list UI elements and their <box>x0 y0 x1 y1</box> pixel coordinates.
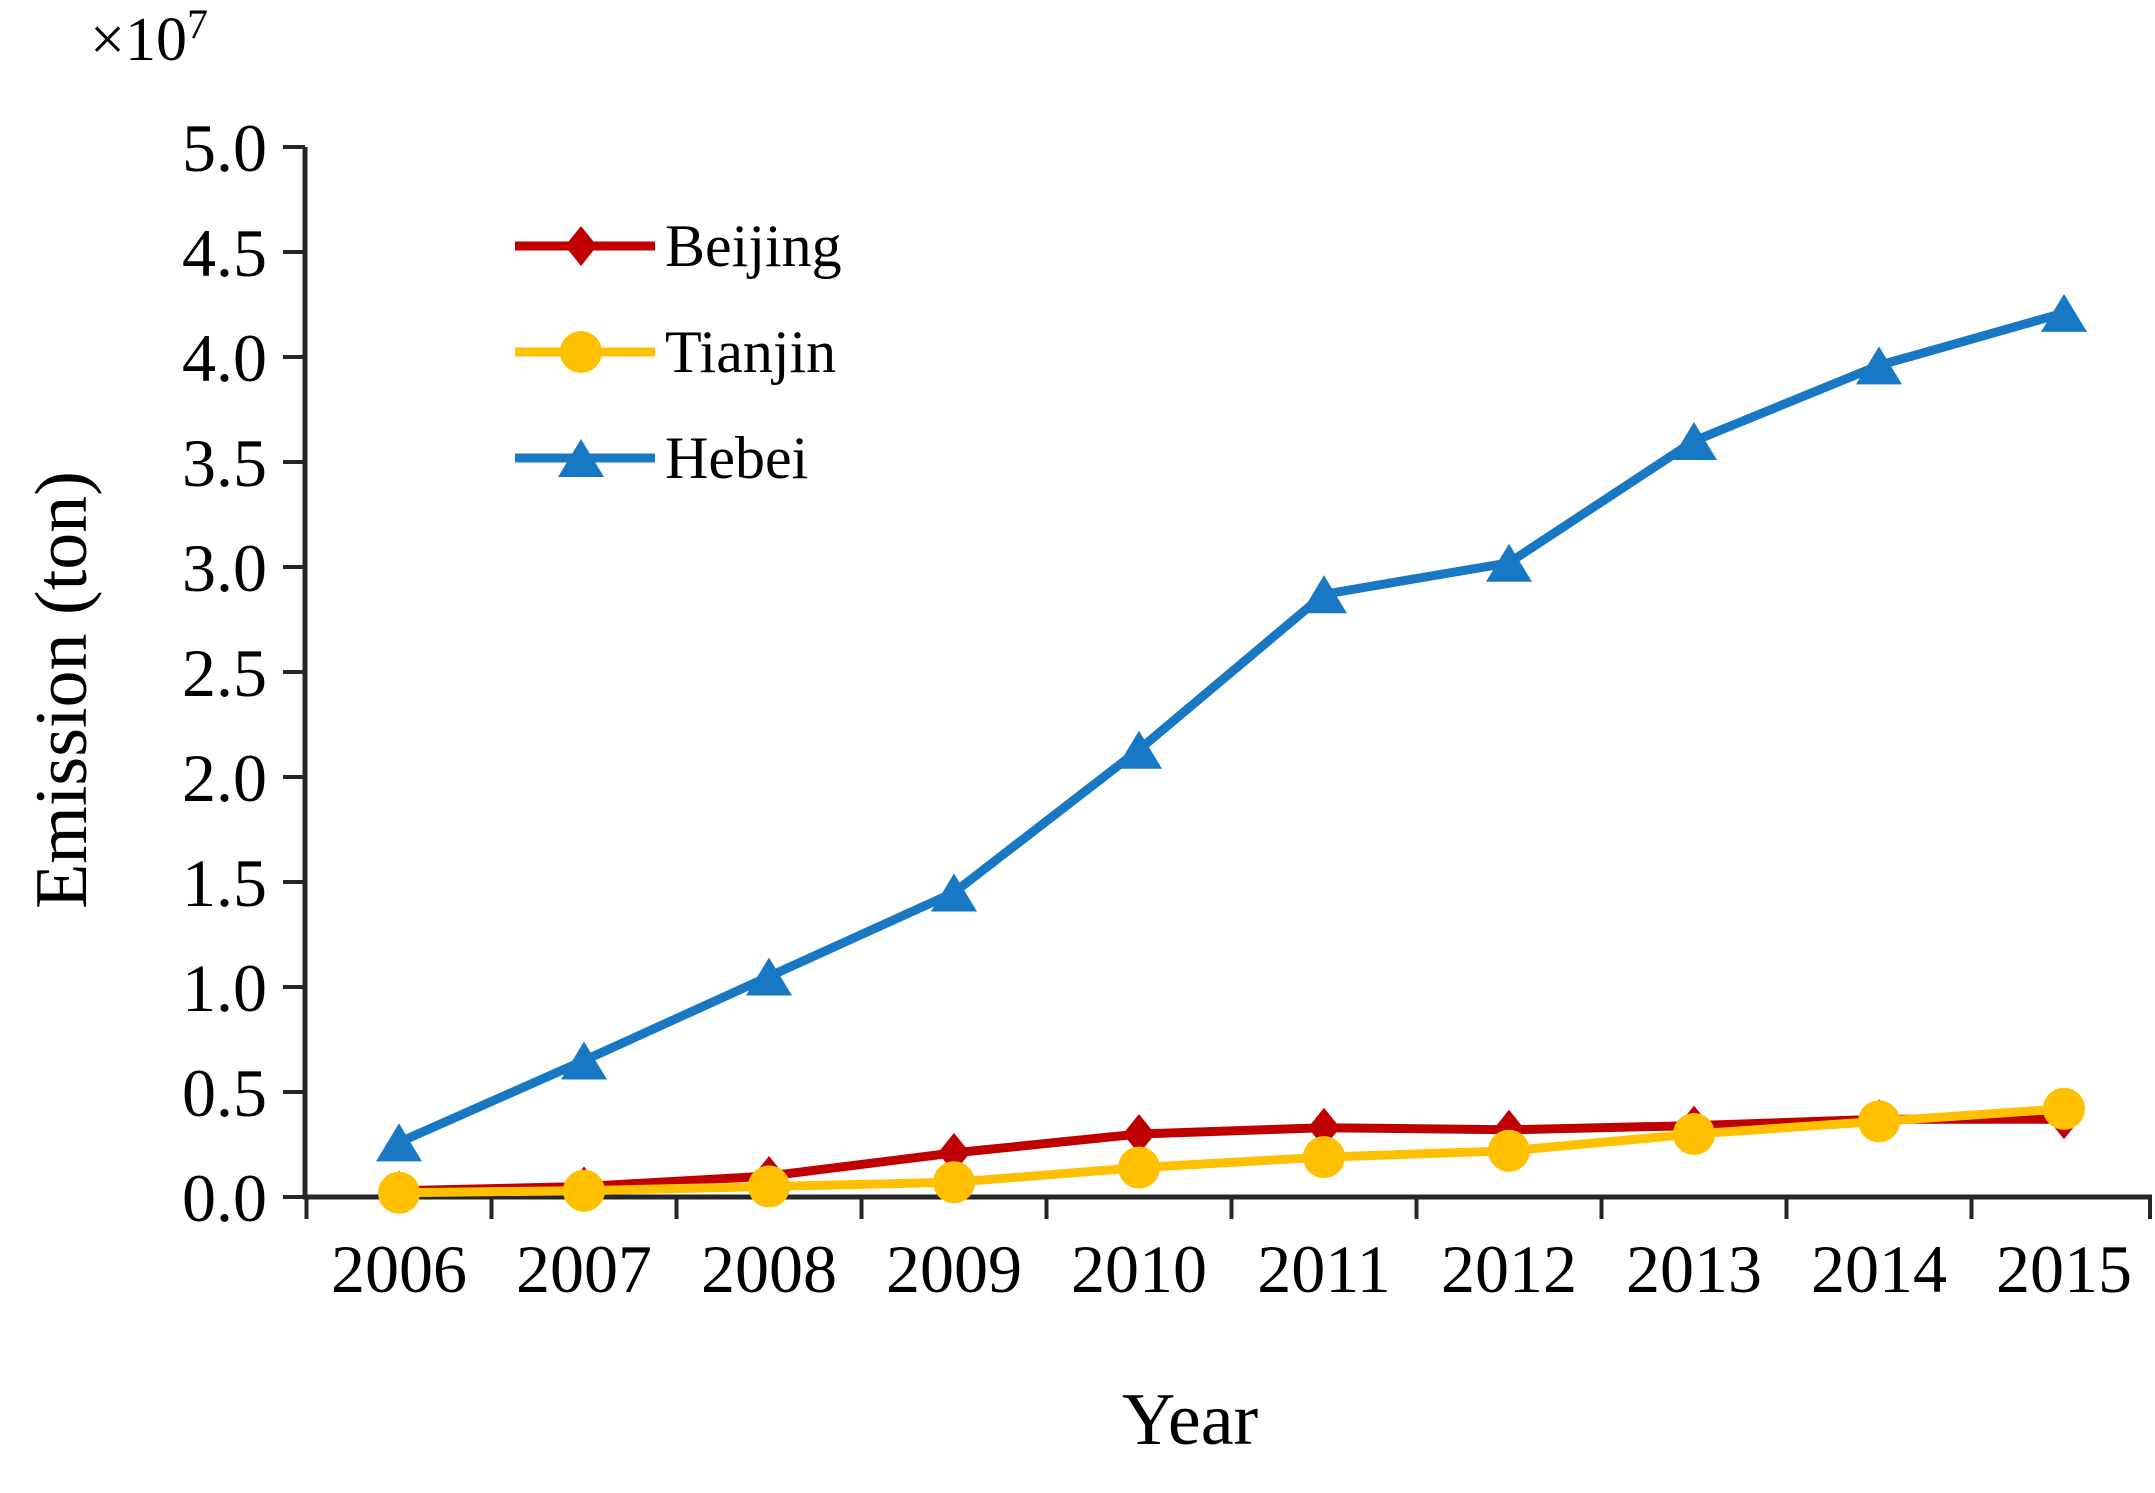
x-tick-label: 2010 <box>1071 1231 1207 1307</box>
data-point-beijing-2010 <box>1123 1114 1155 1154</box>
series-tianjin <box>378 1087 2085 1214</box>
data-point-tianjin-2014 <box>1858 1100 1900 1143</box>
data-point-hebei-2007 <box>561 1041 607 1080</box>
legend-item-hebei: Hebei <box>515 422 842 494</box>
legend-label-hebei: Hebei <box>665 425 809 491</box>
data-point-tianjin-2007 <box>563 1169 605 1212</box>
series-line-tianjin <box>398 1104 2065 1198</box>
chart-legend: Beijing Tianjin Hebei <box>515 210 842 528</box>
legend-marker-shape <box>560 331 602 373</box>
data-point-tianjin-2010 <box>1118 1146 1160 1189</box>
legend-item-tianjin: Tianjin <box>515 316 842 388</box>
x-tick-label: 2014 <box>1811 1231 1947 1307</box>
y-tick-label: 5.0 <box>182 110 267 186</box>
series-line-hebei <box>397 308 2066 1147</box>
y-tick-label: 4.0 <box>182 320 267 396</box>
legend-marker-shape <box>565 226 597 266</box>
y-tick-label: 4.5 <box>182 215 267 291</box>
data-point-hebei-2011 <box>1301 575 1347 614</box>
data-point-tianjin-2011 <box>1303 1136 1345 1179</box>
x-tick-label: 2007 <box>516 1231 652 1307</box>
legend-marker-circle-icon <box>515 331 655 373</box>
legend-label-beijing: Beijing <box>665 213 842 279</box>
data-point-tianjin-2015 <box>2043 1087 2085 1130</box>
y-tick-label: 0.5 <box>182 1055 267 1131</box>
x-tick-label: 2008 <box>701 1231 837 1307</box>
legend-marker-diamond-icon <box>515 226 655 266</box>
data-point-tianjin-2006 <box>378 1171 420 1214</box>
y-tick-label: 3.5 <box>182 425 267 501</box>
y-tick-label: 2.5 <box>182 635 267 711</box>
y-tick-label: 0.0 <box>182 1160 267 1236</box>
data-point-hebei-2013 <box>1671 422 1717 460</box>
y-tick-label: 3.0 <box>182 530 267 606</box>
y-axis-scale-label: ×107 <box>90 4 208 74</box>
x-tick-label: 2006 <box>331 1231 467 1307</box>
x-axis-title: Year <box>1121 1379 1259 1461</box>
data-point-hebei-2006 <box>376 1123 422 1162</box>
data-point-tianjin-2012 <box>1488 1129 1530 1172</box>
data-point-tianjin-2013 <box>1673 1113 1715 1155</box>
legend-marker-shape <box>558 439 604 477</box>
x-tick-label: 2009 <box>886 1231 1022 1307</box>
series-line-beijing <box>398 1114 2064 1196</box>
data-point-hebei-2015 <box>2041 293 2087 332</box>
data-point-hebei-2008 <box>746 957 792 996</box>
data-point-hebei-2012 <box>1486 543 1532 582</box>
data-point-tianjin-2008 <box>748 1165 790 1208</box>
y-tick-label: 1.0 <box>182 950 267 1026</box>
data-point-hebei-2014 <box>1856 346 1902 385</box>
data-point-hebei-2009 <box>931 873 977 912</box>
series-hebei <box>376 293 2087 1162</box>
x-tick-label: 2012 <box>1441 1231 1577 1307</box>
y-tick-label: 1.5 <box>182 845 267 921</box>
x-tick-label: 2013 <box>1626 1231 1762 1307</box>
series-beijing <box>383 1099 2080 1211</box>
data-point-hebei-2010 <box>1116 730 1162 769</box>
legend-marker-triangle-icon <box>515 439 655 477</box>
scale-base: ×10 <box>90 6 187 74</box>
y-axis-title: Emission (ton) <box>21 471 103 909</box>
data-point-tianjin-2009 <box>933 1161 975 1204</box>
x-tick-label: 2015 <box>1996 1231 2132 1307</box>
legend-item-beijing: Beijing <box>515 210 842 282</box>
y-tick-label: 2.0 <box>182 740 267 816</box>
legend-label-tianjin: Tianjin <box>665 319 837 385</box>
scale-exponent: 7 <box>186 2 208 49</box>
x-tick-label: 2011 <box>1257 1231 1390 1307</box>
